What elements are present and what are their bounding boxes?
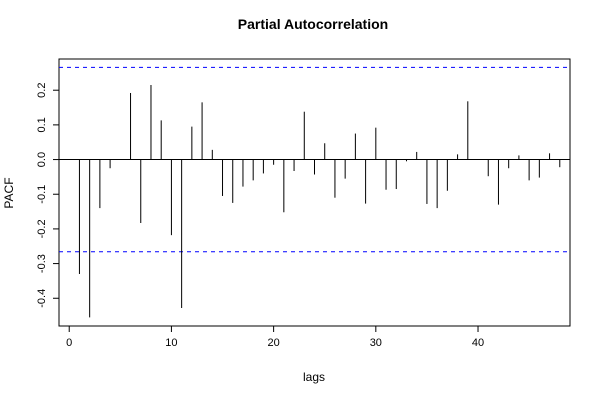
y-tick-label: -0.4 — [36, 289, 48, 308]
x-tick-label: 40 — [472, 337, 484, 349]
y-tick-label: 0.0 — [36, 152, 48, 167]
x-tick-label: 10 — [165, 337, 177, 349]
y-tick-label: 0.2 — [36, 83, 48, 98]
x-tick-label: 30 — [370, 337, 382, 349]
y-tick-label: -0.2 — [36, 219, 48, 238]
y-axis-label: PACF — [2, 177, 16, 208]
confidence-bounds — [59, 66, 570, 253]
chart-title: Partial Autocorrelation — [238, 16, 388, 32]
x-axis-label: lags — [303, 370, 325, 384]
y-axis: -0.4 -0.3 -0.2 -0.1 0.0 0.1 0.2 — [36, 83, 60, 308]
x-tick-label: 0 — [66, 337, 72, 349]
y-tick-label: -0.1 — [36, 185, 48, 204]
x-tick-label: 20 — [267, 337, 279, 349]
x-axis: 0 10 20 30 40 — [66, 325, 484, 349]
y-tick-label: -0.3 — [36, 254, 48, 273]
plot-frame — [58, 58, 571, 327]
pacf-bars — [59, 85, 570, 318]
y-tick-label: 0.1 — [36, 117, 48, 132]
